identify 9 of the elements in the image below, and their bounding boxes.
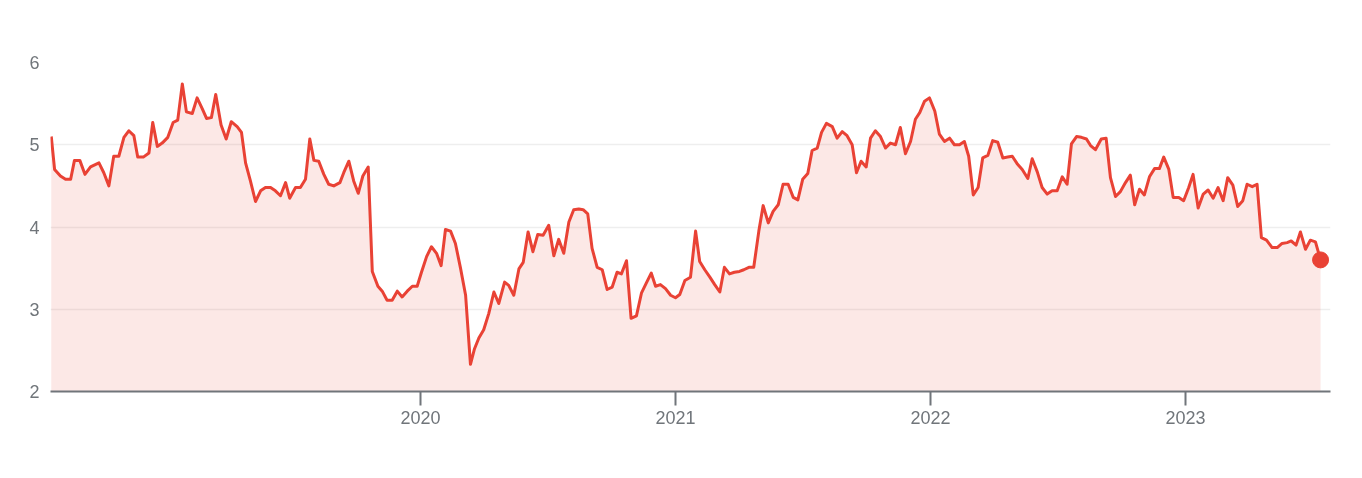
y-tick-label: 4 bbox=[29, 217, 40, 238]
x-tick-label: 2022 bbox=[910, 407, 951, 428]
y-tick-label: 5 bbox=[29, 135, 40, 156]
x-tick-label: 2020 bbox=[400, 407, 441, 428]
y-tick-label: 2 bbox=[29, 382, 40, 402]
y-tick-label: 3 bbox=[29, 299, 40, 320]
x-tick-label: 2023 bbox=[1165, 407, 1206, 428]
x-tick-label: 2021 bbox=[655, 407, 696, 428]
y-tick-label: 6 bbox=[29, 53, 40, 73]
